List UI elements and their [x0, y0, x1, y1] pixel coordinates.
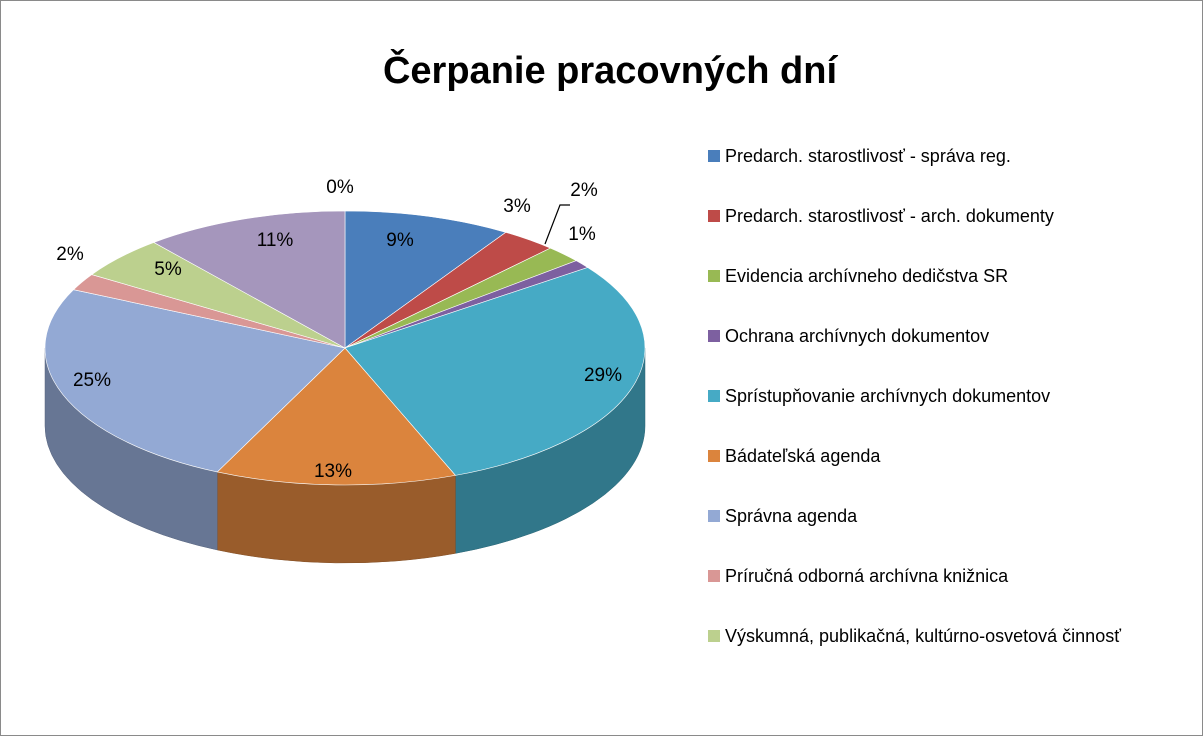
- legend-swatch: [708, 210, 720, 222]
- legend-label: Evidencia archívneho dedičstva SR: [725, 266, 1009, 286]
- data-label: 11%: [257, 230, 294, 251]
- legend-item: Ochrana archívnych dokumentov: [708, 321, 1168, 351]
- data-label: 25%: [73, 370, 111, 391]
- legend-label: Príručná odborná archívna knižnica: [725, 566, 1009, 586]
- slice-side: [217, 471, 456, 564]
- legend-swatch: [708, 330, 720, 342]
- legend-swatch: [708, 450, 720, 462]
- legend-swatch: [708, 390, 720, 402]
- legend-label: Sprístupňovanie archívnych dokumentov: [725, 386, 1051, 406]
- leader-line: [544, 204, 570, 245]
- data-label: 9%: [386, 230, 414, 251]
- pie: [44, 210, 646, 564]
- data-label: 2%: [570, 180, 598, 201]
- legend-swatch: [708, 570, 720, 582]
- slice: [344, 210, 507, 349]
- legend-item: Predarch. starostlivosť - arch. dokument…: [708, 201, 1168, 231]
- slice: [44, 289, 346, 473]
- legend-swatch: [708, 270, 720, 282]
- legend-swatch: [708, 150, 720, 162]
- data-label: 1%: [568, 224, 596, 245]
- legend-item: Evidencia archívneho dedičstva SR: [708, 261, 1168, 291]
- pie-tops: [44, 210, 646, 486]
- legend-item: Správna agenda: [708, 501, 1168, 531]
- data-label: 2%: [56, 244, 84, 265]
- legend-item: Sprístupňovanie archívnych dokumentov: [708, 381, 1168, 411]
- slice: [216, 347, 457, 486]
- legend-swatch: [708, 630, 720, 642]
- legend-item: Bádateľská agenda: [708, 441, 1168, 471]
- data-label: 0%: [326, 177, 354, 198]
- legend-label: Správna agenda: [725, 506, 858, 526]
- slice: [153, 210, 346, 349]
- data-label: 5%: [154, 259, 182, 280]
- legend-swatch: [708, 510, 720, 522]
- slice: [344, 267, 646, 476]
- legend-item: Predarch. starostlivosť - správa reg.: [708, 141, 1168, 171]
- legend-label: Výskumná, publikačná, kultúrno-osvetová …: [725, 626, 1121, 646]
- legend-label: Predarch. starostlivosť - arch. dokument…: [725, 206, 1054, 226]
- legend-item: Výskumná, publikačná, kultúrno-osvetová …: [708, 621, 1168, 651]
- legend-label: Predarch. starostlivosť - správa reg.: [725, 146, 1011, 166]
- legend-item: Príručná odborná archívna knižnica: [708, 561, 1168, 591]
- data-label: 13%: [314, 461, 352, 482]
- legend-label: Bádateľská agenda: [725, 446, 881, 466]
- chart-title: Čerpanie pracovných dní: [383, 47, 838, 92]
- data-label: 29%: [584, 365, 622, 386]
- legend-label: Ochrana archívnych dokumentov: [725, 326, 990, 346]
- data-label: 3%: [503, 196, 531, 217]
